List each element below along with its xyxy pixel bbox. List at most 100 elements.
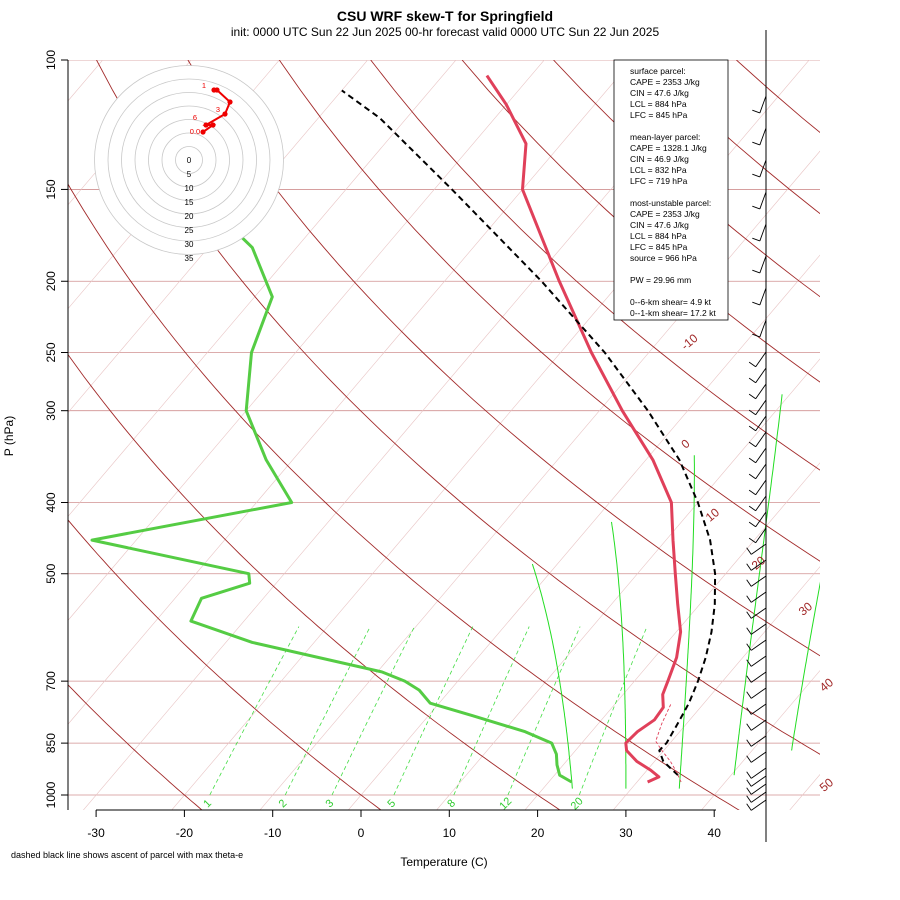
wind-barb-staff xyxy=(759,159,767,178)
wind-barb-flag xyxy=(748,377,756,384)
wind-barb-staff xyxy=(755,479,767,496)
wind-barb xyxy=(748,511,767,528)
hodograph-ring-label: 25 xyxy=(185,226,194,235)
wind-barb xyxy=(746,623,767,635)
hodograph-ring xyxy=(161,132,217,188)
wind-barb-staff xyxy=(750,767,767,779)
pressure-tick-label: 250 xyxy=(44,342,58,362)
dry-adiabat xyxy=(461,60,820,383)
pressure-tick-label: 500 xyxy=(44,563,58,583)
x-axis-label: Temperature (C) xyxy=(400,855,487,869)
isotherm-line xyxy=(524,462,820,810)
temperature-tick-label: 10 xyxy=(443,826,457,840)
temperature-tick-label: 30 xyxy=(619,826,633,840)
mean-layer-cape: CAPE = 1328.1 J/kg xyxy=(630,143,707,153)
wind-barb-flag xyxy=(746,755,752,763)
hodograph-point-label: 0.0 xyxy=(190,127,200,136)
chart-subtitle: init: 0000 UTC Sun 22 Jun 2025 00-hr for… xyxy=(231,25,660,39)
wind-barb-staff xyxy=(750,655,767,667)
mixing-ratio-label: 3 xyxy=(323,797,336,810)
most-unstable-cin: CIN = 47.6 J/kg xyxy=(630,220,689,230)
isotherm-line xyxy=(259,150,820,810)
wind-barb xyxy=(746,767,767,779)
mixing-ratio-line xyxy=(507,626,581,796)
wind-barb-staff xyxy=(755,351,767,368)
wind-barb-flag xyxy=(752,333,760,338)
hodograph: 0 5 10 15 20 25 30 35 0.0 6 3 1 xyxy=(94,65,284,263)
wind-barb-staff xyxy=(750,775,767,787)
wind-barb xyxy=(748,431,767,448)
wind-barb-flag xyxy=(746,675,752,683)
pressure-tick-label: 100 xyxy=(44,50,58,70)
wind-barb xyxy=(752,255,767,274)
wind-barb-staff xyxy=(755,511,767,528)
isotherm-label: 50 xyxy=(817,775,836,795)
pressure-tick-label: 400 xyxy=(44,492,58,512)
wind-barb-flag xyxy=(746,771,752,779)
background-lines xyxy=(68,60,820,810)
hodograph-ring xyxy=(107,78,271,242)
isotherm-line xyxy=(347,254,820,810)
moist-adiabat xyxy=(733,394,783,776)
wind-barb xyxy=(746,543,767,555)
moist-adiabat xyxy=(611,521,627,789)
wind-barb-staff xyxy=(750,799,767,811)
mean-layer-lcl: LCL = 832 hPa xyxy=(630,165,687,175)
wind-barb-staff xyxy=(755,527,767,544)
surface-parcel-cape: CAPE = 2353 J/kg xyxy=(630,77,700,87)
mixing-ratio-label: 5 xyxy=(385,797,398,810)
isotherm-line xyxy=(68,60,545,621)
wind-barb-flag xyxy=(748,441,756,448)
wind-barb-staff xyxy=(750,783,767,795)
wind-barb-staff xyxy=(759,223,767,242)
wind-barb-flag xyxy=(746,803,752,811)
hodograph-point xyxy=(211,87,217,93)
temperature-tick-label: 0 xyxy=(358,826,365,840)
wind-barb xyxy=(752,319,767,338)
wind-barb xyxy=(746,607,767,619)
wind-barb xyxy=(746,671,767,683)
mean-layer-lfc: LFC = 719 hPa xyxy=(630,176,688,186)
wind-barb-flag xyxy=(746,795,752,803)
isotherm-line xyxy=(68,60,633,725)
wind-barb-flag xyxy=(748,457,756,464)
wind-barb-flag xyxy=(746,707,752,715)
most-unstable-lcl: LCL = 884 hPa xyxy=(630,231,687,241)
pressure-tick-label: 150 xyxy=(44,179,58,199)
hodograph-ring-label: 10 xyxy=(185,184,194,193)
wind-barb-staff xyxy=(750,623,767,635)
dry-adiabat xyxy=(370,60,820,471)
hodograph-ring-label: 0 xyxy=(187,156,192,165)
isotherm-line xyxy=(68,60,457,517)
wind-barb-staff xyxy=(759,255,767,274)
wind-barb xyxy=(752,159,767,178)
isotherm-line xyxy=(789,774,820,810)
surface-parcel-header: surface parcel: xyxy=(630,66,686,76)
wind-barb-staff xyxy=(755,463,767,480)
precipitable-water: PW = 29.96 mm xyxy=(630,275,691,285)
dry-adiabat xyxy=(68,353,561,810)
hodograph-point-label: 1 xyxy=(202,81,206,90)
mean-layer-cin: CIN = 46.9 J/kg xyxy=(630,154,689,164)
wind-barb-flag xyxy=(746,723,752,731)
pressure-tick-label: 850 xyxy=(44,733,58,753)
wind-barb xyxy=(748,399,767,416)
shear-0-6km: 0--6-km shear= 4.9 kt xyxy=(630,297,712,307)
hodograph-ring-label: 30 xyxy=(185,240,194,249)
wind-barbs xyxy=(746,30,767,842)
wind-barb xyxy=(748,367,767,384)
wind-barb-flag xyxy=(748,409,756,416)
wind-barb xyxy=(746,655,767,667)
wind-barb-flag xyxy=(752,301,760,306)
hodograph-point xyxy=(222,111,228,117)
hodograph-ring-label: 15 xyxy=(185,198,194,207)
wind-barb xyxy=(746,703,767,715)
mixing-ratio-line xyxy=(453,626,530,796)
dry-adiabat xyxy=(187,60,820,657)
hodograph-ring-label: 5 xyxy=(187,170,192,179)
wind-barb xyxy=(746,791,767,803)
hodograph-ring xyxy=(148,119,230,201)
mixing-ratio-line xyxy=(578,626,648,796)
dewpoint-line xyxy=(90,95,573,784)
